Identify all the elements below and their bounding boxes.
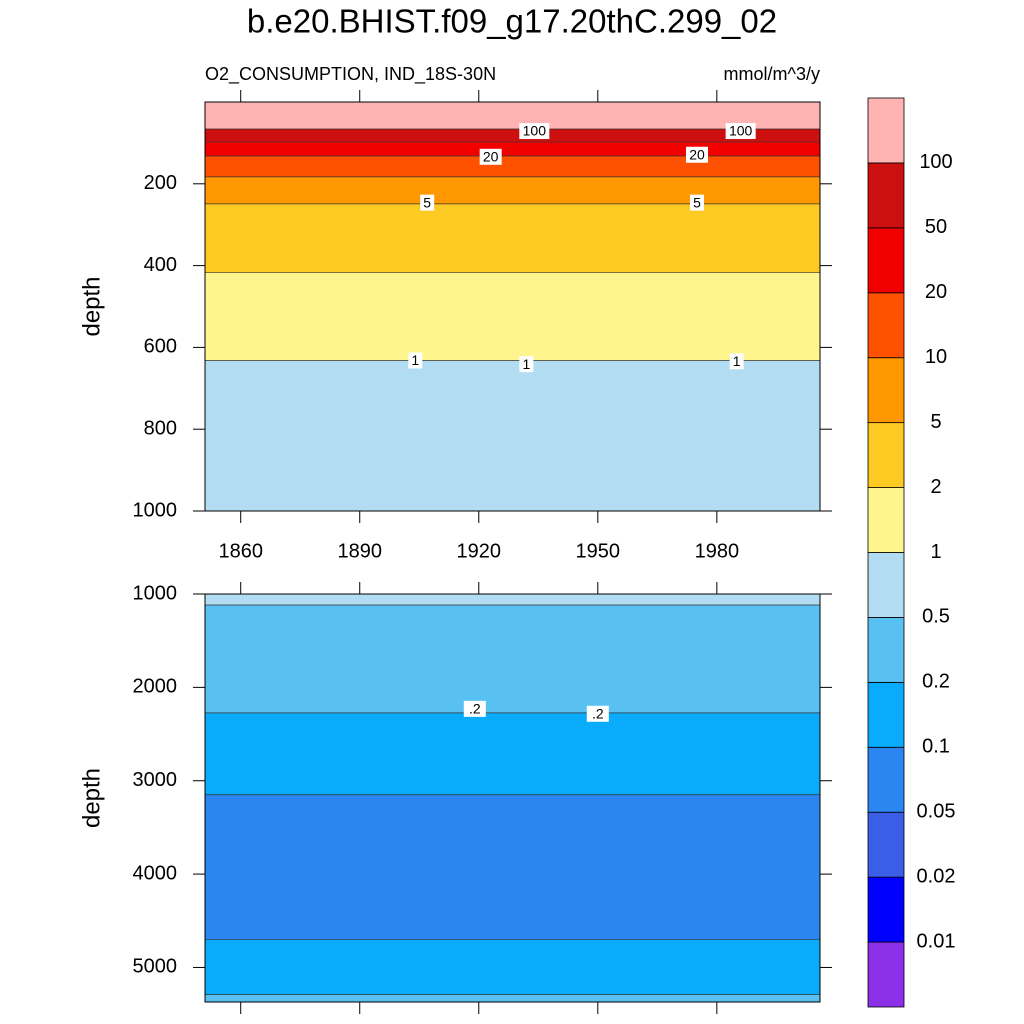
x-tick-label: 1920 [457, 540, 502, 562]
colorbar-label: 0.02 [917, 865, 956, 887]
contour-band [205, 939, 820, 995]
contour-label-box [479, 148, 502, 165]
colorbar-box [867, 292, 905, 359]
x-tick-label: 1890 [337, 540, 382, 562]
colorbar-label: 20 [925, 281, 947, 303]
contour-label: 100 [523, 123, 547, 139]
contour-label: 1 [733, 353, 741, 369]
contour-band [205, 605, 820, 713]
y-tick-label: 3000 [133, 769, 178, 791]
colorbar-label: 50 [925, 216, 947, 238]
y-tick-label: 1000 [133, 499, 178, 521]
y-tick-label: 2000 [133, 676, 178, 698]
colorbar-box [867, 487, 905, 553]
y-axis-label: depth [78, 768, 105, 828]
contour-band [205, 994, 820, 1002]
contour-label: 5 [423, 194, 431, 210]
contour-band [205, 128, 820, 143]
colorbar-box [867, 746, 905, 813]
colorbar-box [867, 941, 905, 1008]
contour-label: 100 [729, 123, 753, 139]
colorbar-label: 10 [925, 346, 947, 368]
contour-label: 1 [522, 356, 530, 372]
plot-frame [204, 101, 821, 512]
contour-label: .2 [469, 701, 481, 717]
contour-label-box [420, 194, 435, 211]
colorbar-box [867, 552, 905, 618]
y-tick-label: 400 [144, 254, 177, 276]
colorbar-box [867, 617, 905, 683]
contour-band [205, 176, 820, 204]
contour-label-box [686, 146, 708, 163]
colorbar-label: 100 [919, 151, 952, 173]
plot-frame [204, 593, 821, 1003]
colorbar-box [867, 162, 905, 229]
left-string: O2_CONSUMPTION, IND_18S-30N [205, 64, 496, 85]
contour-band [205, 102, 820, 129]
x-tick-label: 1860 [218, 540, 263, 562]
contour-label: .2 [592, 705, 604, 721]
colorbar-label: 2 [930, 476, 941, 498]
colorbar-label: 0.05 [917, 800, 956, 822]
y-tick-label: 600 [144, 336, 177, 358]
contour-band [205, 794, 820, 940]
colorbar-label: 1 [930, 541, 941, 563]
contour-label-box [725, 123, 756, 140]
contour-label: 5 [693, 194, 701, 210]
colorbar-box [867, 811, 905, 878]
contour-label-box [690, 194, 704, 211]
y-axis-label: depth [78, 276, 105, 336]
contour-label: 20 [483, 149, 499, 165]
y-tick-label: 800 [144, 417, 177, 439]
chart-title: b.e20.BHIST.f09_g17.20thC.299_02 [247, 3, 777, 40]
colorbar-box [867, 357, 905, 424]
contour-band [205, 360, 820, 511]
contour-label-box [463, 700, 486, 717]
colorbar-box [867, 227, 905, 294]
colorbar-box [867, 876, 905, 943]
contour-label-box [729, 353, 744, 370]
y-tick-label: 200 [144, 172, 177, 194]
colorbar-label: 0.5 [922, 606, 950, 628]
contour-band [205, 712, 820, 795]
contour-band [205, 203, 820, 273]
contour-band [205, 594, 820, 606]
contour-label-box [519, 123, 550, 140]
y-tick-label: 5000 [133, 956, 178, 978]
contour-label-box [408, 352, 423, 369]
colorbar-label: 5 [930, 411, 941, 433]
contour-band [205, 142, 820, 156]
contour-band [205, 272, 820, 361]
y-tick-label: 4000 [133, 862, 178, 884]
y-tick-label: 1000 [133, 582, 178, 604]
contour-label: 1 [411, 352, 419, 368]
colorbar-box [867, 422, 905, 488]
colorbar-label: 0.2 [922, 671, 950, 693]
contour-label-box [519, 356, 534, 373]
colorbar-label: 0.1 [922, 736, 950, 758]
right-string: mmol/m^3/y [724, 64, 820, 84]
colorbar-label: 0.01 [917, 930, 956, 952]
colorbar-box [867, 681, 905, 748]
contour-label-box [586, 705, 609, 722]
x-tick-label: 1950 [576, 540, 621, 562]
contour-label: 20 [689, 146, 705, 162]
contour-band [205, 155, 820, 177]
x-tick-label: 1980 [695, 540, 740, 562]
colorbar-box [867, 97, 905, 164]
